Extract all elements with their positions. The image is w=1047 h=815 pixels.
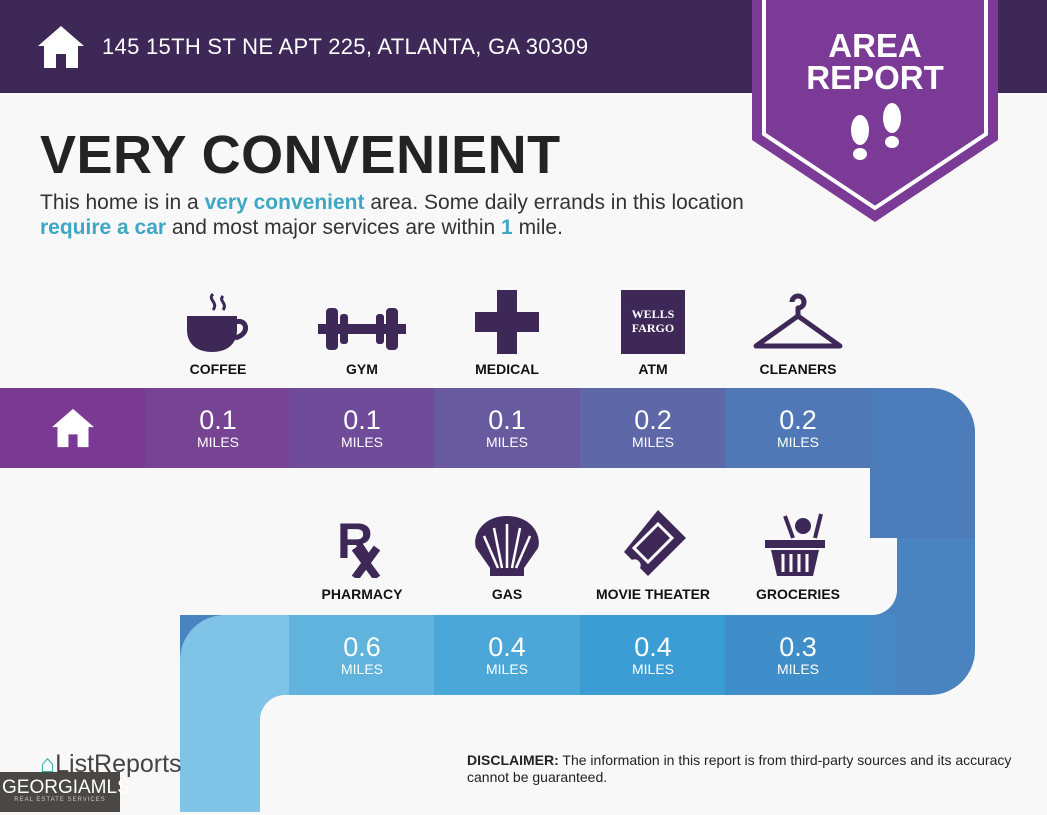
amenity-label: COFFEE bbox=[189, 361, 247, 377]
rx-icon: R bbox=[312, 508, 412, 578]
distance-unit: MILES bbox=[776, 434, 819, 450]
basket-icon bbox=[748, 508, 848, 578]
mls-name: GEORGIAMLS bbox=[2, 777, 130, 798]
description: This home is in a very convenient area. … bbox=[40, 190, 760, 240]
badge-title: AREA REPORT bbox=[752, 27, 998, 96]
distance-segment: 0.6 MILES bbox=[289, 615, 435, 695]
distance-value: 0.1 bbox=[199, 405, 237, 435]
distance-unit: MILES bbox=[196, 434, 239, 450]
distance-value: 0.4 bbox=[634, 632, 672, 662]
disclaimer-text: The information in this report is from t… bbox=[467, 752, 1012, 785]
svg-text:FARGO: FARGO bbox=[632, 321, 674, 335]
distance-segment: 0.1 MILES bbox=[145, 388, 291, 468]
medical-cross-icon bbox=[457, 284, 557, 354]
distance-segment: 0.3 MILES bbox=[725, 615, 871, 695]
white-panel-bottom bbox=[260, 695, 1047, 815]
footprints-icon bbox=[851, 103, 901, 160]
home-icon bbox=[38, 26, 84, 68]
ticket-icon bbox=[603, 508, 703, 578]
wells-fargo-icon: WELLS FARGO bbox=[603, 284, 703, 354]
dumbbell-icon bbox=[312, 284, 412, 354]
desc-text: mile. bbox=[512, 216, 563, 239]
desc-text: and most major services are within bbox=[166, 216, 502, 239]
shell-icon bbox=[457, 508, 557, 578]
coffee-icon bbox=[168, 284, 268, 354]
desc-text: area. Some daily errands in this locatio… bbox=[364, 191, 744, 214]
distance-value: 0.1 bbox=[343, 405, 381, 435]
listreports-icon: ⌂ bbox=[40, 750, 56, 778]
distance-segment: 0.2 MILES bbox=[580, 388, 726, 468]
desc-highlight: require a car bbox=[40, 216, 167, 239]
amenity-label: PHARMACY bbox=[321, 586, 403, 602]
distance-segment: 0.4 MILES bbox=[434, 615, 580, 695]
distance-value: 0.6 bbox=[343, 632, 381, 662]
georgia-mls-logo: GEORGIAMLS REAL ESTATE SERVICES bbox=[0, 772, 130, 812]
amenity-label: MEDICAL bbox=[475, 361, 539, 377]
hanger-icon bbox=[748, 284, 848, 354]
distance-value: 0.2 bbox=[634, 405, 672, 435]
distance-segment: 0.1 MILES bbox=[434, 388, 580, 468]
distance-unit: MILES bbox=[776, 661, 819, 677]
white-panel bbox=[0, 468, 897, 615]
distance-value: 0.1 bbox=[488, 405, 526, 435]
distance-unit: MILES bbox=[631, 434, 674, 450]
amenity-label: CLEANERS bbox=[759, 361, 837, 377]
route-corner bbox=[897, 468, 975, 538]
distance-segment: 0.4 MILES bbox=[580, 615, 726, 695]
distance-unit: MILES bbox=[485, 661, 528, 677]
page-title: VERY CONVENIENT bbox=[40, 125, 561, 185]
distance-value: 0.3 bbox=[779, 632, 817, 662]
disclaimer-label: DISCLAIMER: bbox=[467, 752, 559, 768]
desc-highlight: very convenient bbox=[204, 191, 365, 214]
amenity-label: ATM bbox=[638, 361, 668, 377]
distance-unit: MILES bbox=[631, 661, 674, 677]
distance-unit: MILES bbox=[340, 661, 383, 677]
disclaimer: DISCLAIMER: The information in this repo… bbox=[467, 752, 1027, 786]
mls-sub: REAL ESTATE SERVICES bbox=[14, 797, 106, 803]
distance-value: 0.4 bbox=[488, 632, 526, 662]
amenity-label: GAS bbox=[491, 586, 523, 602]
home-segment bbox=[0, 388, 145, 468]
distance-segment: 0.1 MILES bbox=[289, 388, 435, 468]
amenity-label: GYM bbox=[346, 361, 378, 377]
distance-unit: MILES bbox=[340, 434, 383, 450]
svg-text:WELLS: WELLS bbox=[632, 307, 675, 321]
distance-value: 0.2 bbox=[779, 405, 817, 435]
route-corner bbox=[870, 615, 897, 695]
badge-line2: REPORT bbox=[806, 59, 944, 96]
distance-unit: MILES bbox=[485, 434, 528, 450]
address: 145 15TH ST NE APT 225, ATLANTA, GA 3030… bbox=[102, 34, 589, 59]
desc-text: This home is in a bbox=[40, 191, 205, 214]
background bbox=[0, 615, 180, 695]
home-icon bbox=[51, 408, 94, 448]
area-report-badge bbox=[752, 0, 998, 222]
distance-segment: 0.2 MILES bbox=[725, 388, 871, 468]
amenity-label: MOVIE THEATER bbox=[595, 586, 711, 602]
badge-line1: AREA bbox=[828, 27, 922, 64]
desc-highlight: 1 bbox=[501, 216, 513, 239]
amenity-label: GROCERIES bbox=[755, 586, 840, 602]
